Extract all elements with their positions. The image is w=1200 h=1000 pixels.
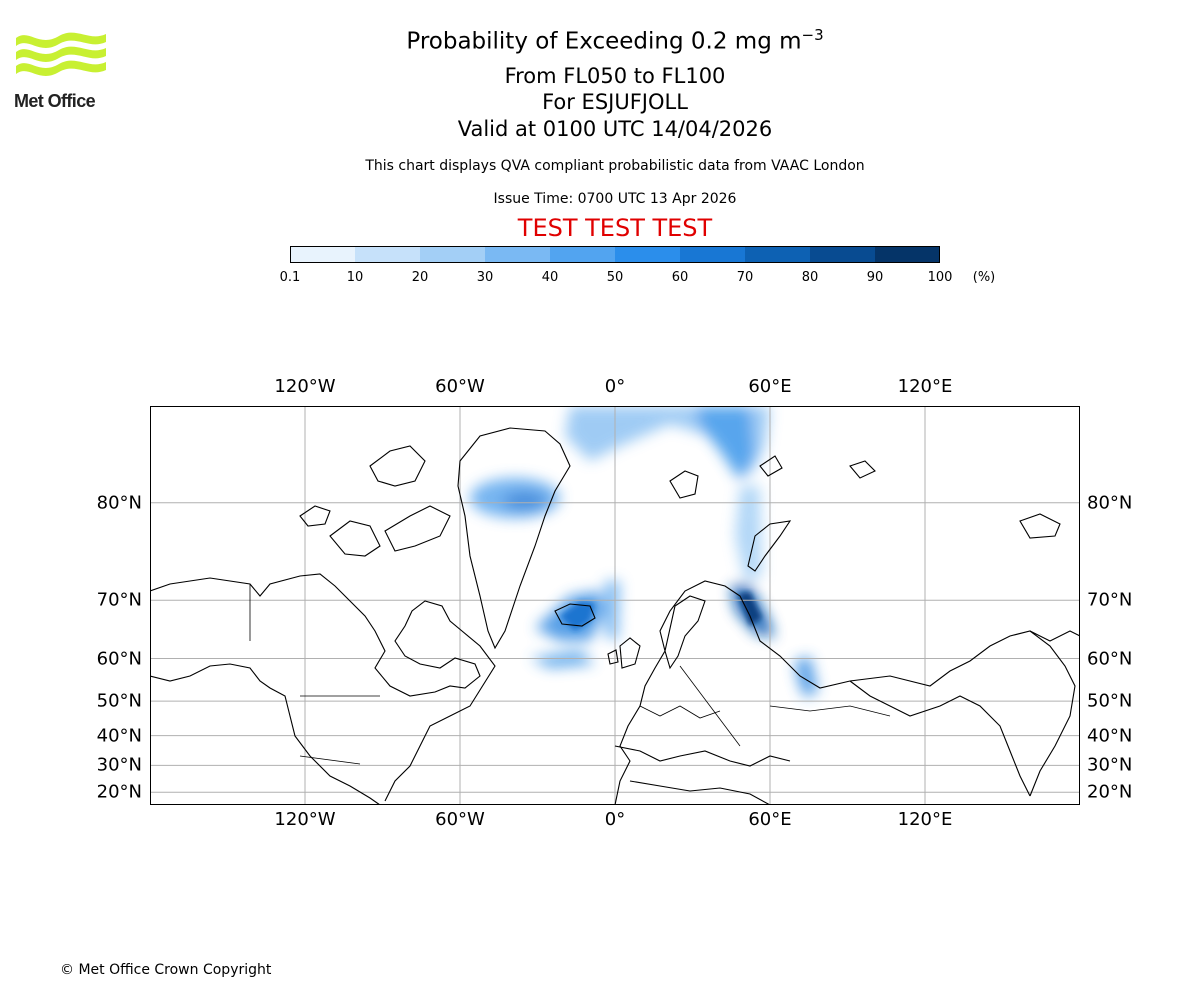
colorbar-tick-label: 50: [606, 270, 624, 285]
colorbar-segment: [290, 246, 355, 263]
latitude-label: 40°N: [96, 725, 142, 747]
title-main: Probability of Exceeding 0.2 mg m: [406, 28, 802, 55]
longitude-label: 60°E: [748, 376, 792, 397]
issue-time: Issue Time: 0700 UTC 13 Apr 2026: [493, 191, 737, 207]
coast-franz-josef: [759, 455, 783, 477]
coast-victoria-island: [329, 520, 381, 557]
coast-mediterranean: [614, 745, 791, 767]
coast-baffin-island: [384, 505, 451, 552]
ash-plume-iceland-east: [605, 581, 620, 641]
colorbar-segment: [810, 246, 875, 263]
colorbar-border: [290, 246, 940, 263]
longitude-label: 120°W: [274, 376, 336, 397]
colorbar-tick-label: 30: [476, 270, 494, 285]
latitude-label: 80°N: [1087, 492, 1133, 514]
met-office-logo: Met Office: [14, 30, 109, 112]
latitude-label: 60°N: [1087, 648, 1133, 670]
colorbar-tick-label: 20: [411, 270, 429, 285]
colorbar-tick-label: 40: [541, 270, 559, 285]
latitude-label: 30°N: [96, 754, 142, 776]
latitude-label: 80°N: [96, 492, 142, 514]
longitude-label: 60°W: [435, 809, 485, 830]
coast-severnaya-zemlya: [849, 460, 876, 479]
colorbar-segment: [355, 246, 420, 263]
coast-novaya-zemlya: [747, 520, 792, 572]
latitude-label: 20°N: [1087, 781, 1133, 803]
colorbar-tick-label: 0.1: [279, 270, 301, 285]
map-border: [150, 406, 1080, 805]
latitude-label: 40°N: [1087, 725, 1133, 747]
border-us-mexico: [299, 755, 361, 765]
colorbar-segment: [680, 246, 745, 263]
border-europe-east: [679, 665, 741, 747]
ash-plume-barents-trail: [735, 486, 762, 581]
coast-greenland: [457, 427, 571, 650]
border-asia: [849, 680, 1031, 797]
coast-britain: [619, 637, 641, 669]
coast-alaska-pacific: [150, 663, 381, 805]
latitude-label: 20°N: [96, 781, 142, 803]
coast-north-america: [150, 573, 496, 802]
title-volcano: For ESJUFJOLL: [542, 90, 688, 114]
longitude-label: 0°: [604, 376, 626, 397]
colorbar-segment: [550, 246, 615, 263]
border-russia-kazakhstan: [769, 705, 891, 717]
subtitle: This chart displays QVA compliant probab…: [365, 158, 865, 174]
chart-title: Probability of Exceeding 0.2 mg m−3: [300, 26, 930, 55]
colorbar-unit: (%): [972, 270, 996, 285]
colorbar-tick-label: 90: [866, 270, 884, 285]
latitude-label: 50°N: [96, 690, 142, 712]
colorbar-tick-label: 100: [927, 270, 953, 285]
longitude-label: 0°: [604, 809, 626, 830]
colorbar: [290, 246, 940, 263]
latitude-label: 70°N: [1087, 589, 1133, 611]
title-valid-time: Valid at 0100 UTC 14/04/2026: [457, 117, 773, 141]
latitude-label: 30°N: [1087, 754, 1133, 776]
colorbar-segment: [420, 246, 485, 263]
colorbar-tick-label: 70: [736, 270, 754, 285]
longitude-label: 120°W: [274, 809, 336, 830]
border-europe-central: [639, 705, 721, 719]
colorbar-tick-label: 10: [346, 270, 364, 285]
ash-plume-arctic-core: [695, 406, 755, 481]
colorbar-segment: [615, 246, 680, 263]
ash-probability-map: [150, 406, 1080, 805]
coast-east-asia: [1029, 630, 1076, 797]
coast-ireland: [607, 649, 619, 665]
coast-iceland: [554, 603, 596, 627]
coast-north-africa: [629, 780, 771, 805]
ash-plume-siberia: [795, 656, 818, 698]
colorbar-segment: [745, 246, 810, 263]
logo-text: Met Office: [14, 91, 96, 111]
latitude-label: 70°N: [96, 589, 142, 611]
longitude-label: 120°E: [897, 376, 953, 397]
colorbar-segment: [875, 246, 940, 263]
colorbar-labels: 0.1 10 20 30 40 50 60 70 80 90 100 (%): [0, 270, 1200, 290]
coast-scandinavia: [664, 595, 706, 670]
latitude-label: 50°N: [1087, 690, 1133, 712]
title-flight-levels: From FL050 to FL100: [504, 64, 726, 88]
coastlines: [150, 427, 1080, 805]
test-banner: TEST TEST TEST: [517, 214, 713, 242]
met-office-waves-icon: [16, 32, 106, 76]
longitude-label: 60°W: [435, 376, 485, 397]
title-exponent: −3: [801, 26, 824, 44]
colorbar-tick-label: 60: [671, 270, 689, 285]
coast-ellesmere: [369, 445, 426, 487]
longitude-label: 120°E: [897, 809, 953, 830]
ash-plume-iceland-tail: [530, 651, 595, 668]
graticule: [150, 406, 1080, 805]
longitude-label: 60°E: [748, 809, 792, 830]
coast-new-siberian-islands: [1019, 513, 1061, 539]
ash-plume-greenland-core: [503, 491, 547, 511]
colorbar-segment: [485, 246, 550, 263]
latitude-label: 60°N: [96, 648, 142, 670]
copyright: © Met Office Crown Copyright: [60, 962, 272, 978]
colorbar-tick-label: 80: [801, 270, 819, 285]
coast-svalbard: [669, 470, 699, 499]
coast-banks-island: [299, 505, 331, 527]
